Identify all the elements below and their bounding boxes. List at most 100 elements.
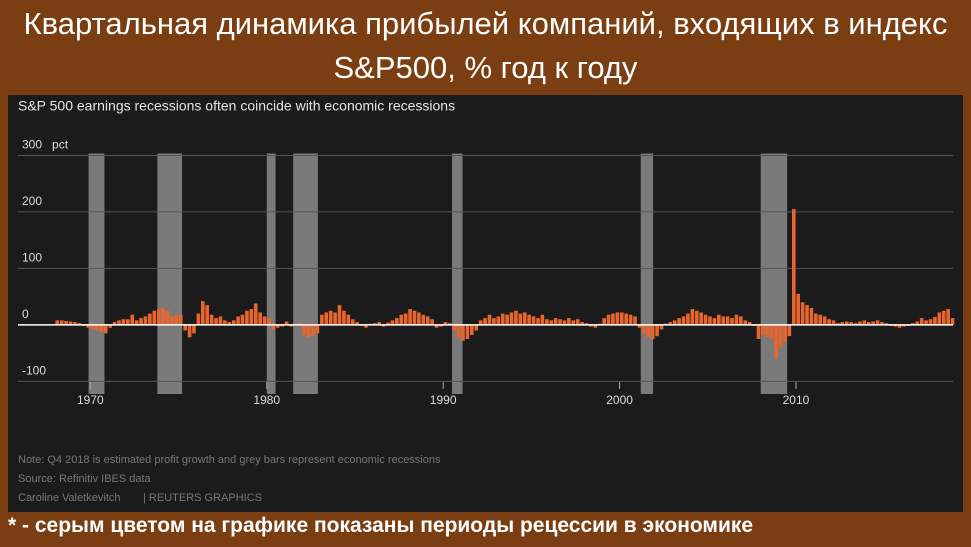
bar xyxy=(333,312,337,325)
bar xyxy=(893,324,898,327)
x-tick-label: 1970 xyxy=(77,393,104,407)
bar xyxy=(950,318,955,325)
bar xyxy=(531,316,536,325)
bar xyxy=(937,312,942,325)
bar xyxy=(126,319,130,325)
chart: S&P 500 earnings recessions often coinci… xyxy=(8,95,963,512)
bar xyxy=(611,313,615,325)
y-tick-label: 200 xyxy=(22,194,42,208)
bar xyxy=(505,314,509,325)
bar xyxy=(289,324,293,327)
bar xyxy=(90,324,95,330)
bar xyxy=(55,320,60,325)
bar xyxy=(787,324,792,337)
bar xyxy=(205,305,210,325)
bar xyxy=(589,324,593,327)
bar xyxy=(681,316,686,325)
bar xyxy=(492,318,496,325)
bar xyxy=(615,312,620,325)
bar xyxy=(522,312,527,325)
bar xyxy=(298,323,302,325)
bar xyxy=(686,313,690,325)
bar xyxy=(372,323,377,325)
bar xyxy=(249,309,254,325)
bar xyxy=(240,314,245,325)
bar xyxy=(827,319,831,325)
bar xyxy=(884,323,889,325)
bar xyxy=(593,324,598,328)
bar xyxy=(483,318,487,325)
bar xyxy=(143,316,148,325)
x-tick-label: 2000 xyxy=(606,393,633,407)
bar xyxy=(258,312,262,325)
bar xyxy=(434,324,439,328)
bar xyxy=(478,320,483,325)
bar xyxy=(619,312,624,325)
bar xyxy=(536,318,540,325)
bar xyxy=(549,320,554,325)
bar xyxy=(558,319,562,325)
bar xyxy=(487,314,492,325)
bar xyxy=(342,310,346,325)
bar xyxy=(209,314,214,325)
bar xyxy=(712,318,717,325)
bar xyxy=(386,322,390,325)
bar xyxy=(518,313,523,325)
bar xyxy=(315,324,320,334)
bar xyxy=(152,310,157,325)
bar xyxy=(183,324,187,331)
bar xyxy=(646,324,651,338)
bar xyxy=(439,324,443,327)
bar xyxy=(602,318,606,325)
bar xyxy=(694,310,699,325)
bar xyxy=(170,316,174,325)
bar xyxy=(809,307,814,325)
bar xyxy=(165,310,170,325)
bar xyxy=(553,318,558,325)
x-tick-label: 1990 xyxy=(430,393,457,407)
bar xyxy=(606,314,611,325)
bar xyxy=(831,320,836,325)
bar xyxy=(474,324,479,331)
bar xyxy=(668,322,673,325)
bar xyxy=(946,309,950,325)
bar xyxy=(836,323,840,325)
bar xyxy=(456,324,461,338)
bar xyxy=(346,314,351,325)
bar xyxy=(267,318,271,325)
bar xyxy=(805,305,809,325)
bar xyxy=(500,313,505,325)
bar xyxy=(284,321,289,325)
bar xyxy=(756,324,761,339)
bar xyxy=(721,316,726,325)
x-tick-label: 1980 xyxy=(253,393,280,407)
bar xyxy=(659,324,664,330)
recession-band xyxy=(293,153,318,394)
recession-band xyxy=(266,153,276,394)
y-tick-label: 0 xyxy=(22,307,29,321)
bar xyxy=(734,314,739,325)
bar xyxy=(496,316,501,325)
bar xyxy=(527,314,531,325)
bar xyxy=(452,324,456,331)
bar xyxy=(800,302,805,325)
bar xyxy=(814,313,818,325)
bar xyxy=(862,320,867,325)
bar xyxy=(928,319,933,325)
bar xyxy=(919,318,924,325)
bar xyxy=(447,323,452,325)
x-tick-label: 2010 xyxy=(783,393,810,407)
bar xyxy=(571,320,576,325)
bar xyxy=(844,321,849,325)
bar xyxy=(77,323,82,325)
y-tick-label: 100 xyxy=(22,251,42,265)
bar xyxy=(148,313,152,325)
bar xyxy=(875,320,880,325)
bar xyxy=(902,324,906,327)
bar xyxy=(139,318,143,325)
bar xyxy=(743,320,748,325)
bar xyxy=(178,314,183,325)
bar xyxy=(262,316,267,325)
bar xyxy=(739,316,743,325)
bar xyxy=(567,318,571,325)
